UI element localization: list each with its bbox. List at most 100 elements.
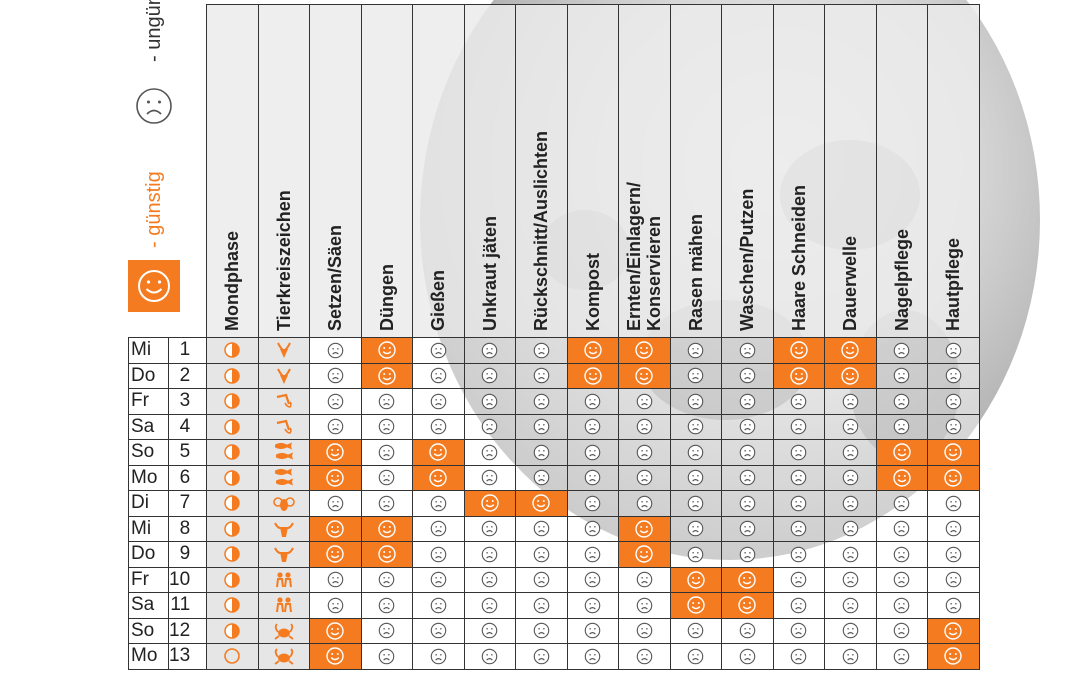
date-cell: 4: [167, 413, 208, 440]
moon-phase-icon: [206, 362, 259, 389]
date-cell: 3: [167, 388, 208, 415]
unfavorable-frown-icon: [927, 490, 980, 517]
header-waschen-putzen: Waschen/Putzen: [721, 4, 774, 338]
unfavorable-frown-icon: [618, 413, 671, 440]
date-cell: 8: [167, 515, 208, 542]
favorable-smiley-icon: [618, 337, 671, 364]
favorable-smiley-icon: [669, 592, 723, 619]
table-row: Mi 1: [128, 337, 980, 364]
unfavorable-frown-icon: [566, 566, 620, 593]
unfavorable-frown-icon: [566, 643, 620, 670]
unfavorable-frown-icon: [566, 439, 620, 466]
unfavorable-frown-icon: [875, 490, 929, 517]
favorable-smiley-icon: [360, 541, 414, 568]
unfavorable-frown-icon: [875, 617, 929, 644]
unfavorable-frown-icon: [721, 337, 774, 364]
header-label: Gießen: [428, 269, 449, 331]
favorable-smiley-icon: [824, 362, 877, 389]
unfavorable-frown-icon: [463, 515, 517, 542]
header-haare-schneiden: Haare Schneiden: [772, 4, 826, 338]
moon-phase-icon: [206, 337, 259, 364]
favorable-smiley-icon: [412, 464, 465, 491]
header-rasen-maehen: Rasen mähen: [669, 4, 723, 338]
favorable-smiley-icon: [927, 464, 980, 491]
moon-phase-icon: [206, 388, 259, 415]
favorable-smiley-icon: [360, 515, 414, 542]
header-dauerwelle: Dauerwelle: [824, 4, 877, 338]
table-row: Di 7: [128, 490, 980, 517]
favorable-smiley-icon: [360, 337, 414, 364]
table-row: Mi 8: [128, 515, 980, 542]
header-label: Rückschnitt/Auslichten: [531, 130, 552, 331]
table-body: Mi 1 Do 2 Fr 3 Sa 4 So 5 Mo 6 Di 7 Mi 8 Do 9 Fr 10 Sa 11 So 12 M…: [128, 337, 980, 670]
unfavorable-frown-icon: [669, 413, 723, 440]
unfavorable-legend-icon: [134, 86, 174, 126]
unfavorable-frown-icon: [669, 617, 723, 644]
unfavorable-frown-icon: [824, 388, 877, 415]
unfavorable-frown-icon: [721, 541, 774, 568]
date-cell: 9: [167, 541, 208, 568]
weekday-cell: So: [128, 439, 169, 466]
moon-phase-icon: [206, 413, 259, 440]
unfavorable-frown-icon: [824, 566, 877, 593]
unfavorable-frown-icon: [927, 541, 980, 568]
unfavorable-frown-icon: [515, 464, 568, 491]
unfavorable-frown-icon: [875, 362, 929, 389]
widder-icon: [257, 490, 311, 517]
unfavorable-frown-icon: [618, 592, 671, 619]
unfavorable-frown-icon: [772, 439, 826, 466]
fische-icon: [257, 464, 311, 491]
favorable-smiley-icon: [875, 439, 929, 466]
wassermann-icon: [257, 413, 311, 440]
unfavorable-frown-icon: [824, 413, 877, 440]
unfavorable-frown-icon: [875, 592, 929, 619]
table-row: Do 9: [128, 541, 980, 568]
unfavorable-frown-icon: [515, 643, 568, 670]
unfavorable-frown-icon: [824, 643, 877, 670]
unfavorable-frown-icon: [412, 362, 465, 389]
unfavorable-frown-icon: [618, 566, 671, 593]
weekday-cell: Do: [128, 541, 169, 568]
moon-phase-icon: [206, 617, 259, 644]
unfavorable-frown-icon: [515, 566, 568, 593]
unfavorable-frown-icon: [309, 413, 362, 440]
unfavorable-frown-icon: [669, 643, 723, 670]
wassermann-icon: [257, 388, 311, 415]
table-row: Do 2: [128, 362, 980, 389]
unfavorable-frown-icon: [566, 388, 620, 415]
header-rueckschnitt: Rückschnitt/Auslichten: [515, 4, 568, 338]
unfavorable-frown-icon: [772, 541, 826, 568]
unfavorable-frown-icon: [875, 388, 929, 415]
favorable-smiley-icon: [309, 464, 362, 491]
unfavorable-frown-icon: [772, 643, 826, 670]
unfavorable-frown-icon: [309, 388, 362, 415]
unfavorable-frown-icon: [463, 541, 517, 568]
favorable-smiley-icon: [618, 541, 671, 568]
weekday-cell: Do: [128, 362, 169, 389]
unfavorable-frown-icon: [309, 337, 362, 364]
favorable-legend-icon: [128, 260, 180, 312]
unfavorable-frown-icon: [772, 592, 826, 619]
unfavorable-frown-icon: [721, 490, 774, 517]
unfavorable-frown-icon: [360, 617, 414, 644]
header-unkraut-jaeten: Unkraut jäten: [463, 4, 517, 338]
favorable-smiley-icon: [515, 490, 568, 517]
favorable-smiley-icon: [360, 362, 414, 389]
favorable-smiley-icon: [875, 464, 929, 491]
unfavorable-frown-icon: [927, 515, 980, 542]
favorable-smiley-icon: [927, 617, 980, 644]
weekday-cell: Fr: [128, 566, 169, 593]
unfavorable-frown-icon: [566, 592, 620, 619]
date-cell: 13: [167, 643, 208, 670]
weekday-cell: Mo: [128, 643, 169, 670]
date-cell: 2: [167, 362, 208, 389]
unfavorable-frown-icon: [309, 490, 362, 517]
steinbock-icon: [257, 337, 311, 364]
header-label: Rasen mähen: [685, 213, 706, 331]
unfavorable-frown-icon: [824, 490, 877, 517]
weekday-cell: Mo: [128, 464, 169, 491]
unfavorable-frown-icon: [515, 439, 568, 466]
unfavorable-frown-icon: [412, 337, 465, 364]
unfavorable-frown-icon: [463, 388, 517, 415]
unfavorable-frown-icon: [875, 515, 929, 542]
